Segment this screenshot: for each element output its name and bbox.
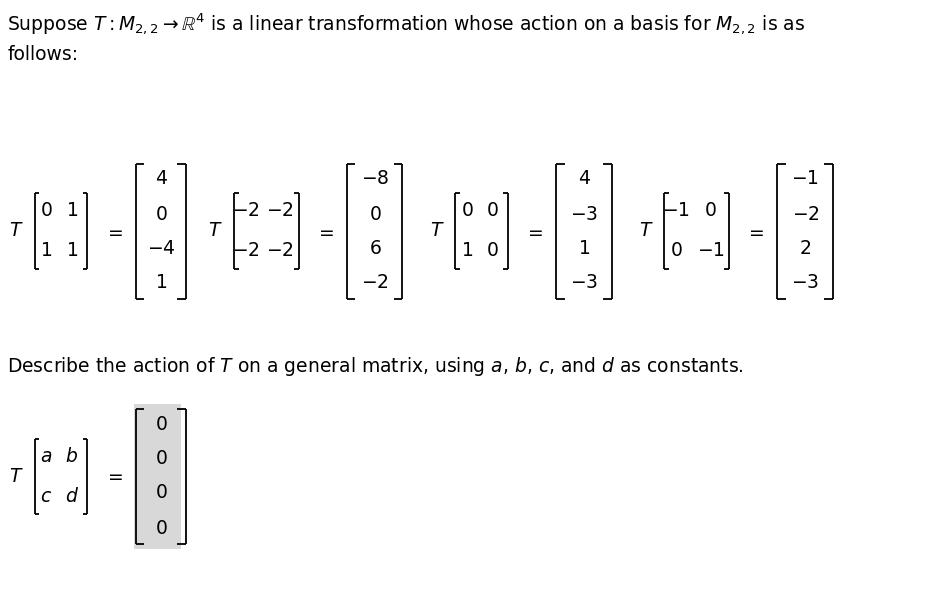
Text: Describe the action of $T$ on a general matrix, using $a$, $b$, $c$, and $d$ as : Describe the action of $T$ on a general … [7,355,744,377]
Text: $-2$: $-2$ [361,274,389,293]
Text: $0$: $0$ [368,204,381,224]
Text: $-2$: $-2$ [791,204,819,224]
Text: $=$: $=$ [525,222,544,241]
Text: $=$: $=$ [315,222,334,241]
Text: $b$: $b$ [65,446,78,465]
Text: $-3$: $-3$ [791,274,819,293]
Text: $-3$: $-3$ [570,204,598,224]
Text: $4$: $4$ [154,169,167,188]
Text: follows:: follows: [7,45,78,64]
Text: $-2$: $-2$ [232,201,259,221]
Text: $0$: $0$ [40,201,53,221]
Text: $0$: $0$ [154,204,167,224]
Text: $0$: $0$ [154,414,167,433]
Text: $0$: $0$ [460,201,473,221]
Text: $-1$: $-1$ [697,241,724,260]
Text: $T$: $T$ [208,222,223,241]
Text: $T$: $T$ [9,467,24,486]
Text: $0$: $0$ [154,449,167,468]
Text: $c$: $c$ [40,486,52,505]
Text: $=$: $=$ [104,222,123,241]
Text: $T$: $T$ [9,222,24,241]
FancyBboxPatch shape [134,403,181,548]
Text: $-2$: $-2$ [267,201,294,221]
Text: $-2$: $-2$ [267,241,294,260]
Text: $-3$: $-3$ [570,274,598,293]
Text: $1$: $1$ [155,274,167,293]
Text: $1$: $1$ [40,241,52,260]
Text: $0$: $0$ [486,201,498,221]
Text: $0$: $0$ [154,519,167,538]
Text: Suppose $T: M_{2,2}\rightarrow\mathbb{R}^4$ is a linear transformation whose act: Suppose $T: M_{2,2}\rightarrow\mathbb{R}… [7,11,805,37]
Text: $=$: $=$ [104,467,123,486]
Text: $1$: $1$ [578,238,591,257]
Text: $1$: $1$ [66,241,78,260]
Text: $-8$: $-8$ [361,169,389,188]
Text: $a$: $a$ [40,446,52,465]
Text: $2$: $2$ [800,238,811,257]
Text: $0$: $0$ [704,201,717,221]
Text: $-4$: $-4$ [147,238,176,257]
Text: $=$: $=$ [745,222,764,241]
Text: $6$: $6$ [368,238,381,257]
Text: $T$: $T$ [430,222,445,241]
Text: $-2$: $-2$ [232,241,259,260]
Text: $T$: $T$ [639,222,654,241]
Text: $0$: $0$ [486,241,498,260]
Text: $-1$: $-1$ [662,201,690,221]
Text: $0$: $0$ [154,483,167,502]
Text: $d$: $d$ [65,486,79,505]
Text: $1$: $1$ [460,241,473,260]
Text: $-1$: $-1$ [791,169,819,188]
Text: $1$: $1$ [66,201,78,221]
Text: $4$: $4$ [578,169,591,188]
Text: $0$: $0$ [670,241,683,260]
